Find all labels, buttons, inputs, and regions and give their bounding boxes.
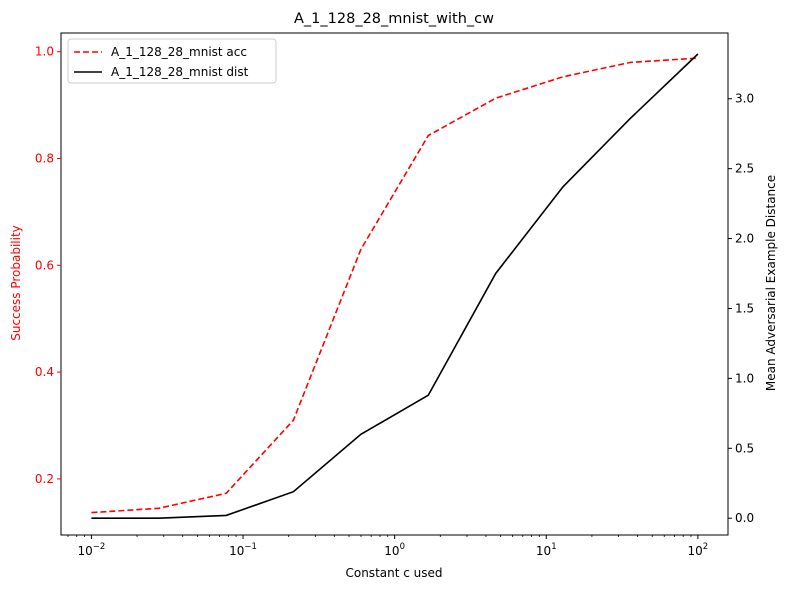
chart-title: A_1_128_28_mnist_with_cw <box>294 11 494 27</box>
right-y-tick-label-2: 0.5 <box>735 441 754 455</box>
legend-box <box>67 38 277 84</box>
right-y-tick-label-4: 1.5 <box>735 301 754 315</box>
left-y-axis-title: Success Probability <box>9 225 23 341</box>
legend: A_1_128_28_mnist acc A_1_128_28_mnist dis… <box>67 38 277 84</box>
x-tick-label-1: 10−2 <box>78 542 106 558</box>
x-tick-label-2: 10−1 <box>229 542 257 558</box>
right-y-tick-label-5: 2.0 <box>735 232 754 246</box>
plot-frame <box>60 32 729 536</box>
legend-label-1: A_1_128_28_mnist acc <box>111 45 247 59</box>
series-line-1 <box>91 57 698 514</box>
x-tick-label-4: 101 <box>536 542 557 558</box>
x-tick-label-5: 102 <box>688 542 709 558</box>
legend-label-2: A_1_128_28_mnist dist <box>111 65 249 79</box>
plot-area: 10−2 10−1 100 101 102 0.2 0.4 0.6 0.8 1.0 0.0 0.5 1.… <box>35 32 754 558</box>
right-y-tick-label-3: 1.0 <box>735 371 754 385</box>
left-y-tick-label-1: 0.2 <box>35 472 54 486</box>
right-y-axis-title: Mean Adversarial Example Distance <box>764 175 778 391</box>
series-line-2 <box>91 53 699 520</box>
left-y-tick-label-4: 0.8 <box>35 152 54 166</box>
x-tick-label-3: 100 <box>384 542 405 558</box>
x-axis-title: Constant c used <box>345 566 442 580</box>
left-y-tick-label-5: 1.0 <box>35 45 54 59</box>
right-y-tick-label-7: 3.0 <box>735 92 754 106</box>
right-y-tick-label-1: 0.0 <box>735 511 754 525</box>
left-y-tick-label-3: 0.6 <box>35 258 54 272</box>
left-y-tick-label-2: 0.4 <box>35 365 54 379</box>
right-y-tick-label-6: 2.5 <box>735 162 754 176</box>
